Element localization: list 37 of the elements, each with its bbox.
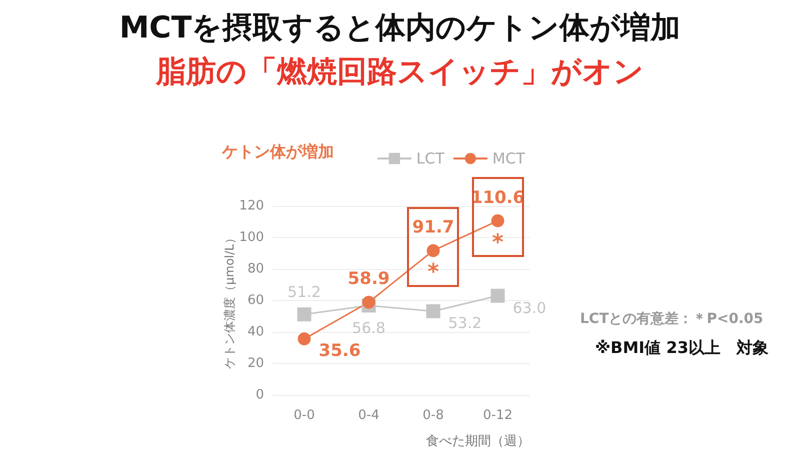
legend-label: MCT: [492, 150, 526, 168]
y-axis-title: ケトン体濃度（μmol/L）: [222, 232, 236, 369]
text: ※BMI値 23以上 対象: [595, 338, 768, 359]
data-label: 51.2: [288, 282, 321, 301]
y-tick-label: 100: [239, 230, 264, 245]
data-label: 35.6: [318, 340, 361, 361]
x-tick-label: 0-0: [294, 408, 315, 423]
x-tick-label: 0-8: [422, 408, 444, 423]
y-tick-label: 20: [247, 356, 264, 371]
data-label: 56.8: [352, 319, 386, 338]
legend-label: LCT: [416, 150, 446, 168]
y-tick-label: 60: [247, 293, 264, 308]
chart-subtitle: 脂肪の「燃焼回路スイッチ」がオン: [155, 54, 644, 90]
data-label: 58.9: [348, 269, 390, 290]
text: LCTとの有意差：＊P<0.05: [580, 310, 764, 328]
data-label: 91.7: [412, 218, 454, 238]
x-tick-label: 0-4: [358, 408, 380, 423]
point: [426, 244, 440, 258]
x-tick-label: 0-12: [482, 408, 513, 423]
annotation: *: [492, 230, 504, 256]
annotation: *: [427, 260, 440, 286]
y-tick-label: 0: [256, 388, 264, 402]
data-label: 110.6: [470, 188, 525, 208]
y-tick-label: 40: [247, 324, 264, 340]
point: [426, 304, 440, 318]
y-tick-label: 120: [239, 198, 264, 214]
point: [362, 296, 376, 309]
data-label: 53.2: [448, 314, 482, 332]
data-label: 63.0: [512, 298, 546, 317]
point: [490, 288, 505, 303]
chart-title: MCTを摂取すると体内のケトン体が増加: [119, 10, 681, 46]
y-tick-label: 80: [247, 262, 264, 276]
x-axis-title: 食べた期間（週）: [426, 434, 530, 449]
text: ケトン体が増加: [222, 142, 334, 163]
point: [491, 214, 504, 228]
point: [298, 332, 311, 346]
point: [297, 307, 312, 322]
